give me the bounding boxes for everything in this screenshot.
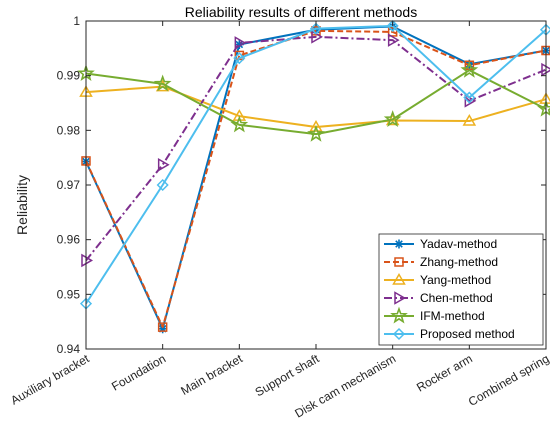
legend-marker [394,239,404,249]
data-point [383,110,402,127]
data-point [386,19,399,32]
data-point [81,253,93,268]
legend-item: Yadav-method [384,237,497,251]
series-line [85,35,547,262]
x-tick-label: Foundation [109,351,168,393]
x-tick-label: Rocker arm [414,351,475,394]
data-point [157,322,168,332]
y-tick-label: 0.99 [57,69,81,83]
legend-label: Yang-method [420,273,491,287]
legend-label: Yadav-method [420,237,497,251]
legend-label: Proposed method [420,327,515,341]
y-tick-label: 0.95 [57,287,81,301]
legend-box [378,233,544,346]
data-point [387,33,400,47]
legend-marker [394,291,406,305]
series-line [85,24,547,305]
y-tick-label: 0.97 [57,178,81,192]
series-proposed-method [79,19,550,310]
data-point [157,157,170,172]
legend-label: Zhang-method [420,255,498,269]
y-tick-label: 0.96 [57,233,81,247]
data-point [309,120,323,132]
data-point [156,178,169,192]
data-point [153,74,172,92]
legend-marker [390,306,408,324]
legend-item: Proposed method [384,327,515,341]
legend-item: Zhang-method [384,255,498,269]
data-point [233,52,246,65]
legend-label: IFM-method [420,309,485,323]
legend-item: Chen-method [384,291,493,305]
data-point [311,30,323,44]
data-point [460,60,479,78]
y-tick-label: 1 [73,14,80,28]
legend-marker [394,257,404,267]
legend-marker [392,327,406,341]
legend-item: Yang-method [384,273,491,287]
data-point [387,27,398,37]
chart-title: Reliability results of different methods [185,4,417,20]
y-tick-label: 0.94 [57,342,81,356]
legend-item: IFM-method [384,306,485,324]
x-tick-label: Auxiliary bracket [8,351,92,407]
legend: Yadav-method Zhang-method Yang-method Chen-… [378,233,544,346]
x-tick-label: Combined spring [466,351,550,408]
data-point [307,124,325,142]
legend-marker [392,273,406,285]
series-layer [77,19,550,334]
legend-label: Chen-method [420,291,493,305]
series-line [85,69,547,136]
y-axis-title: Reliability [14,175,30,235]
series-chen-method [81,30,550,268]
y-tick-label: 0.98 [57,123,81,137]
data-point [463,91,476,104]
data-point [234,36,247,50]
data-point [541,62,550,77]
data-point [230,115,249,133]
data-point [462,114,477,126]
x-tick-label: Support shaft [253,351,322,399]
x-tick-label: Main bracket [178,351,245,398]
data-point [309,22,323,35]
